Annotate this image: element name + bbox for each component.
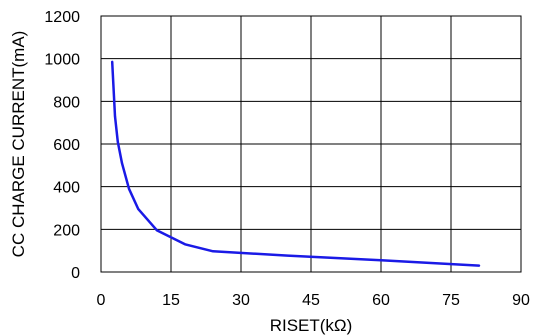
y-tick-label: 600 bbox=[53, 137, 80, 154]
x-tick-label: 60 bbox=[372, 292, 390, 309]
x-axis-label: RISET(kΩ) bbox=[270, 316, 353, 335]
x-tick-label: 30 bbox=[232, 292, 250, 309]
y-tick-label: 0 bbox=[71, 265, 80, 282]
y-tick-label: 800 bbox=[53, 94, 80, 111]
x-tick-label: 45 bbox=[302, 292, 320, 309]
x-tick-label: 0 bbox=[97, 292, 106, 309]
y-axis-label: CC CHARGE CURRENT(mA) bbox=[9, 31, 28, 258]
x-tick-label: 75 bbox=[442, 292, 460, 309]
y-tick-label: 1000 bbox=[44, 52, 80, 69]
series-layer bbox=[110, 60, 481, 267]
x-tick-label: 90 bbox=[512, 292, 530, 309]
y-tick-label: 1200 bbox=[44, 9, 80, 26]
x-tick-label: 15 bbox=[162, 292, 180, 309]
y-tick-label: 200 bbox=[53, 222, 80, 239]
series-line bbox=[110, 60, 481, 267]
y-tick-labels: 0 200 400 600 800 1000 1200 bbox=[44, 9, 80, 282]
y-tick-label: 400 bbox=[53, 180, 80, 197]
plot-frame bbox=[100, 15, 522, 273]
x-tick-labels: 0 15 30 45 60 75 90 bbox=[97, 292, 530, 309]
